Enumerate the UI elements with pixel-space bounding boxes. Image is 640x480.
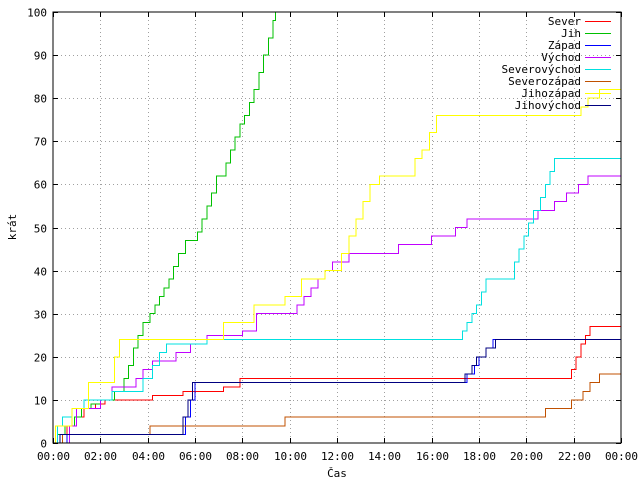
y-tick-label: 70 bbox=[34, 136, 47, 149]
legend-label: Západ bbox=[548, 39, 581, 52]
legend-label: Východ bbox=[541, 51, 581, 64]
y-tick-label: 30 bbox=[34, 309, 47, 322]
y-tick-label: 20 bbox=[34, 352, 47, 365]
y-tick-label: 60 bbox=[34, 179, 47, 192]
x-tick-label: 06:00 bbox=[179, 450, 212, 463]
y-tick-label: 100 bbox=[27, 7, 47, 20]
y-tick-label: 0 bbox=[40, 438, 47, 451]
x-tick-label: 02:00 bbox=[84, 450, 117, 463]
legend: SeverJihZápadVýchodSeverovýchodSeverozáp… bbox=[502, 15, 611, 112]
y-axis-label: krát bbox=[6, 214, 19, 241]
legend-label: Jihovýchod bbox=[515, 99, 581, 112]
x-tick-label: 00:00 bbox=[37, 450, 70, 463]
x-tick-label: 16:00 bbox=[416, 450, 449, 463]
grid bbox=[53, 12, 621, 443]
legend-label: Jih bbox=[561, 27, 581, 40]
y-tick-label: 90 bbox=[34, 50, 47, 63]
axis-ticks: 0 10 20 30 40 50 60 70 80 90 100 00:00 02:00 04:00 06:… bbox=[27, 7, 638, 464]
x-tick-label: 08:00 bbox=[226, 450, 259, 463]
series-line-5 bbox=[53, 158, 621, 444]
series-lines bbox=[53, 12, 621, 444]
x-tick-label: 22:00 bbox=[558, 450, 591, 463]
legend-label: Sever bbox=[548, 15, 581, 28]
y-tick-label: 40 bbox=[34, 266, 47, 279]
x-tick-label: 18:00 bbox=[463, 450, 496, 463]
legend-label: Jihozápad bbox=[521, 87, 581, 100]
series-line-4 bbox=[53, 175, 621, 444]
x-axis-label: Čas bbox=[327, 467, 347, 480]
legend-label: Severozápad bbox=[508, 75, 581, 88]
x-tick-label: 14:00 bbox=[368, 450, 401, 463]
x-tick-label: 04:00 bbox=[132, 450, 165, 463]
y-tick-label: 50 bbox=[34, 223, 47, 236]
y-tick-label: 10 bbox=[34, 395, 47, 408]
x-tick-label: 10:00 bbox=[274, 450, 307, 463]
x-tick-label: 12:00 bbox=[321, 450, 354, 463]
series-line-8 bbox=[53, 339, 621, 444]
x-tick-label: 00:00 bbox=[605, 450, 638, 463]
x-tick-label: 20:00 bbox=[510, 450, 543, 463]
y-tick-label: 80 bbox=[34, 93, 47, 106]
series-line-7 bbox=[53, 89, 621, 444]
legend-label: Severovýchod bbox=[502, 63, 581, 76]
